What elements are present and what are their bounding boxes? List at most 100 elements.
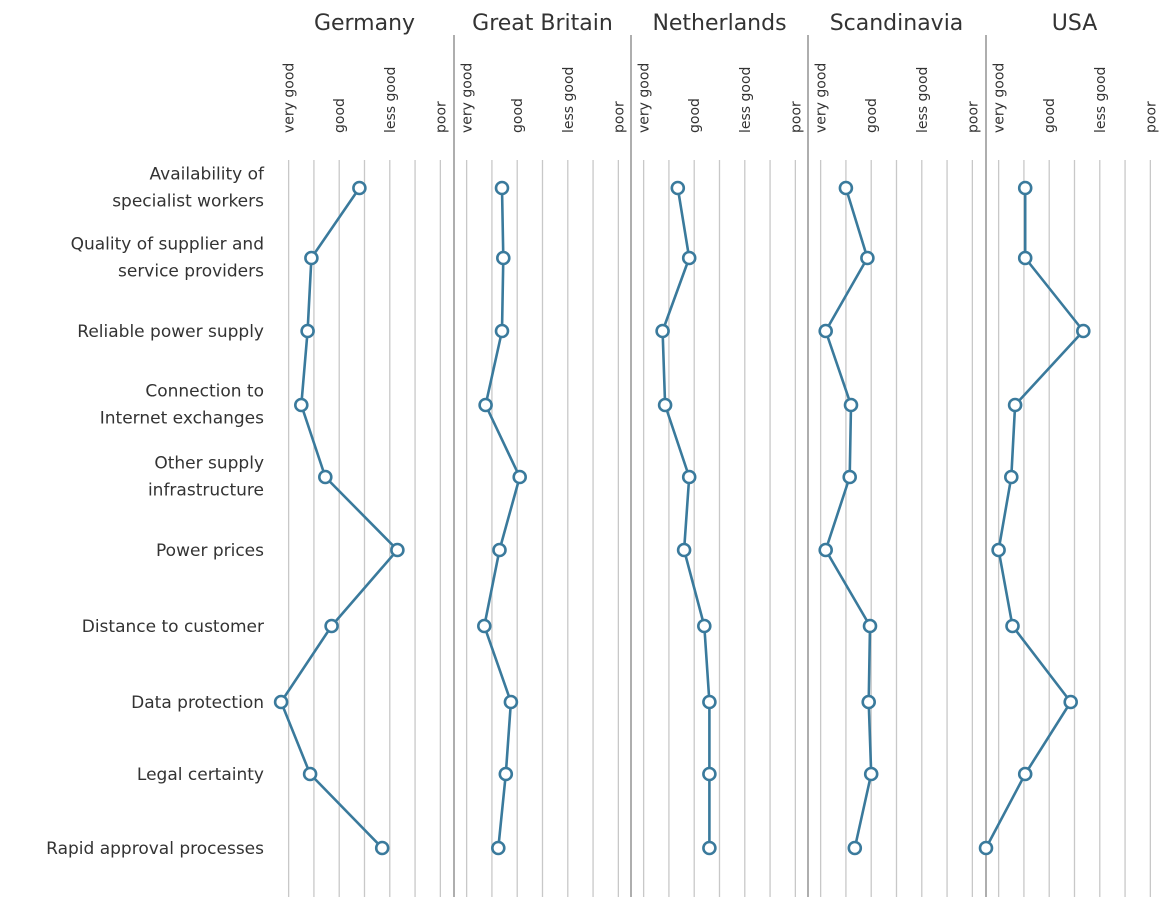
point-usa-distance-to-customer xyxy=(1005,618,1020,634)
row-label-line: Reliable power supply xyxy=(77,322,264,342)
scale-label-good: good xyxy=(510,98,526,133)
point-usa-availability-of-specialist-workers xyxy=(1017,180,1033,196)
point-great-britain-reliable-power-supply xyxy=(494,323,510,339)
scale-label-good: good xyxy=(687,98,703,133)
row-label-data-protection: Data protection xyxy=(131,693,264,713)
point-usa-legal-certainty xyxy=(1017,766,1033,782)
point-scandinavia-legal-certainty xyxy=(863,766,879,782)
point-usa-power-prices xyxy=(991,542,1006,558)
series-layer xyxy=(273,180,1091,856)
point-germany-quality-of-supplier-and-service-providers xyxy=(304,250,319,266)
scale-label-poor: poor xyxy=(1143,101,1159,133)
point-great-britain-power-prices xyxy=(492,542,507,558)
point-usa-reliable-power-supply xyxy=(1076,323,1091,339)
row-label-line: Data protection xyxy=(131,693,264,713)
row-label-reliable-power-supply: Reliable power supply xyxy=(77,322,264,342)
point-scandinavia-availability-of-specialist-workers xyxy=(838,180,854,196)
point-netherlands-power-prices xyxy=(676,542,692,558)
row-label-line: Internet exchanges xyxy=(100,409,264,429)
panel-title-usa: USA xyxy=(1052,11,1098,36)
point-great-britain-data-protection xyxy=(503,694,519,710)
row-label-line: service providers xyxy=(118,262,264,282)
point-germany-distance-to-customer xyxy=(324,618,339,634)
series-line-germany xyxy=(279,187,399,849)
point-scandinavia-reliable-power-supply xyxy=(818,323,834,339)
point-netherlands-connection-to-internet-exchanges xyxy=(657,397,673,413)
point-usa-data-protection xyxy=(1063,694,1078,710)
scale-label-less-good: less good xyxy=(738,67,754,133)
row-label-line: Power prices xyxy=(156,541,264,561)
scale-label-very-good: very good xyxy=(637,63,653,133)
series-line-usa xyxy=(984,188,1085,849)
point-germany-power-prices xyxy=(390,542,405,558)
point-great-britain-quality-of-supplier-and-service-providers xyxy=(495,250,511,266)
grid-layer xyxy=(287,35,1152,897)
point-scandinavia-power-prices xyxy=(818,542,834,558)
scale-label-very-good: very good xyxy=(460,63,476,133)
point-germany-data-protection xyxy=(273,694,289,710)
point-great-britain-distance-to-customer xyxy=(476,618,492,634)
point-netherlands-rapid-approval-processes xyxy=(702,840,717,856)
point-netherlands-data-protection xyxy=(702,694,717,710)
point-germany-other-supply-infrastructure xyxy=(317,469,333,485)
point-usa-quality-of-supplier-and-service-providers xyxy=(1017,250,1033,266)
point-scandinavia-distance-to-customer xyxy=(862,618,878,634)
row-label-line: Rapid approval processes xyxy=(46,839,264,859)
point-usa-other-supply-infrastructure xyxy=(1003,469,1019,485)
scale-label-good: good xyxy=(332,98,348,133)
row-label-line: Other supply xyxy=(154,454,264,474)
point-netherlands-legal-certainty xyxy=(702,766,717,782)
point-germany-legal-certainty xyxy=(302,766,318,782)
point-usa-rapid-approval-processes xyxy=(978,840,994,856)
point-great-britain-rapid-approval-processes xyxy=(490,840,506,856)
scale-label-less-good: less good xyxy=(561,67,577,133)
row-label-other-supply-infrastructure: Other supply infrastructure xyxy=(148,454,264,501)
point-great-britain-availability-of-specialist-workers xyxy=(494,180,510,196)
scale-label-less-good: less good xyxy=(1093,67,1109,133)
row-label-line: Availability of xyxy=(150,165,265,185)
row-label-legal-certainty: Legal certainty xyxy=(137,765,264,785)
point-great-britain-connection-to-internet-exchanges xyxy=(478,397,493,413)
point-netherlands-reliable-power-supply xyxy=(655,323,670,339)
row-label-distance-to-customer: Distance to customer xyxy=(82,617,264,637)
point-germany-availability-of-specialist-workers xyxy=(352,180,367,196)
scale-label-good: good xyxy=(864,98,880,133)
row-label-line: Quality of supplier and xyxy=(71,235,264,255)
scale-label-very-good: very good xyxy=(814,63,830,133)
point-netherlands-availability-of-specialist-workers xyxy=(670,180,686,196)
point-germany-reliable-power-supply xyxy=(300,323,315,339)
row-label-availability-of-specialist-workers: Availability of specialist workers xyxy=(112,165,265,212)
row-label-line: specialist workers xyxy=(112,192,264,212)
series-line-scandinavia xyxy=(824,187,873,849)
panel-title-scandinavia: Scandinavia xyxy=(830,11,964,36)
scale-label-poor: poor xyxy=(611,101,627,133)
point-scandinavia-data-protection xyxy=(861,694,877,710)
row-label-connection-to-internet-exchanges: Connection to Internet exchanges xyxy=(100,382,264,429)
panel-title-germany: Germany xyxy=(314,11,415,36)
point-scandinavia-quality-of-supplier-and-service-providers xyxy=(860,250,875,266)
scale-label-good: good xyxy=(1042,98,1058,133)
series-line-great-britain xyxy=(482,187,522,849)
point-scandinavia-rapid-approval-processes xyxy=(847,840,863,856)
row-label-line: infrastructure xyxy=(148,481,264,501)
scale-label-poor: poor xyxy=(788,101,804,133)
series-line-netherlands xyxy=(661,187,711,848)
scale-label-poor: poor xyxy=(433,101,449,133)
scale-label-less-good: less good xyxy=(383,67,399,133)
scale-label-very-good: very good xyxy=(282,63,298,133)
point-scandinavia-other-supply-infrastructure xyxy=(842,469,858,485)
point-germany-connection-to-internet-exchanges xyxy=(293,397,309,413)
point-great-britain-legal-certainty xyxy=(498,766,514,782)
panel-title-great-britain: Great Britain xyxy=(472,11,613,36)
row-label-line: Legal certainty xyxy=(137,765,264,785)
scale-label-very-good: very good xyxy=(992,63,1008,133)
label-layer: Germany very good good less good poor Great B… xyxy=(46,11,1159,859)
row-label-quality-of-supplier-and-service-providers: Quality of supplier and service providers xyxy=(71,235,265,282)
point-netherlands-other-supply-infrastructure xyxy=(681,469,697,485)
row-label-power-prices: Power prices xyxy=(156,541,264,561)
point-great-britain-other-supply-infrastructure xyxy=(512,469,528,485)
row-label-rapid-approval-processes: Rapid approval processes xyxy=(46,839,264,859)
row-label-line: Distance to customer xyxy=(82,617,264,637)
point-usa-connection-to-internet-exchanges xyxy=(1007,397,1023,413)
